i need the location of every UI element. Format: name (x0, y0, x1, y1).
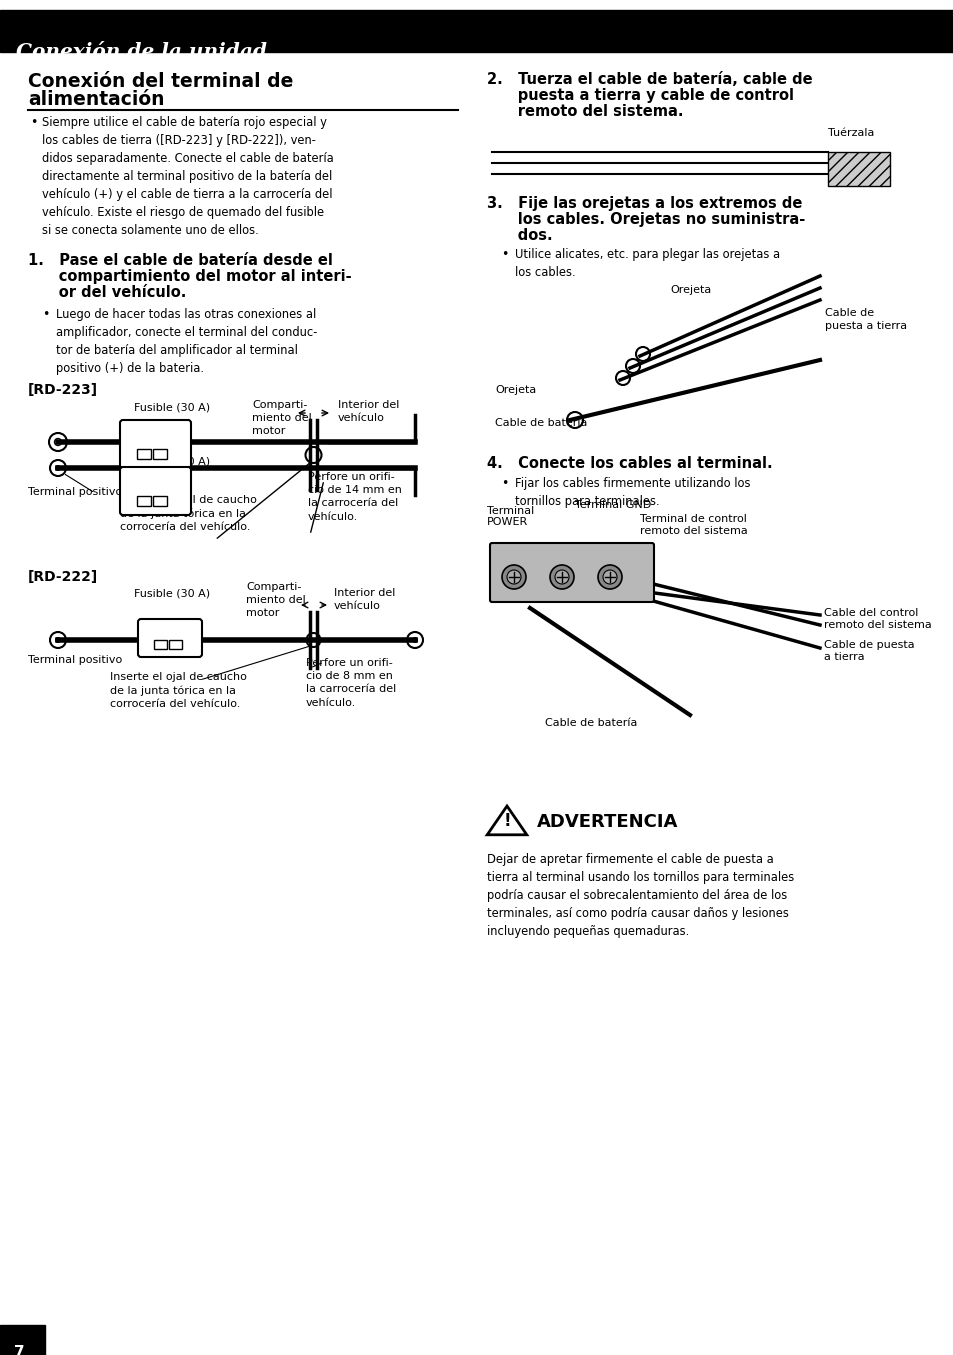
Text: •: • (30, 117, 37, 129)
Text: los cables. Orejetas no suministra-: los cables. Orejetas no suministra- (486, 211, 804, 228)
Text: vehículo: vehículo (337, 413, 384, 423)
Text: Terminal positivo: Terminal positivo (28, 486, 122, 497)
Text: POWER: POWER (486, 518, 528, 527)
Text: Orejeta: Orejeta (495, 385, 536, 396)
Text: Dejar de apretar firmemente el cable de puesta a
tierra al terminal usando los t: Dejar de apretar firmemente el cable de … (486, 854, 794, 938)
Bar (152, 449, 167, 459)
Text: 7: 7 (14, 1346, 25, 1355)
Text: •: • (500, 477, 508, 491)
Text: dos.: dos. (486, 228, 552, 243)
Text: alimentación: alimentación (28, 89, 164, 108)
Text: compartimiento del motor al interi-: compartimiento del motor al interi- (28, 270, 352, 285)
Text: Cable del control: Cable del control (823, 608, 918, 618)
Text: puesta a tierra y cable de control: puesta a tierra y cable de control (486, 88, 793, 103)
Text: [RD-222]: [RD-222] (28, 570, 98, 584)
Text: Cable de puesta: Cable de puesta (823, 640, 914, 650)
Text: 3.   Fije las orejetas a los extremos de: 3. Fije las orejetas a los extremos de (486, 196, 801, 211)
Text: Terminal de control: Terminal de control (639, 514, 746, 524)
Text: Cable de
puesta a tierra: Cable de puesta a tierra (824, 308, 906, 331)
Bar (152, 496, 167, 505)
Circle shape (598, 565, 621, 589)
Text: Comparti-: Comparti- (246, 583, 301, 592)
Circle shape (602, 570, 617, 584)
Text: ADVERTENCIA: ADVERTENCIA (537, 813, 678, 831)
Circle shape (555, 570, 568, 584)
Text: 4.   Conecte los cables al terminal.: 4. Conecte los cables al terminal. (486, 457, 772, 472)
Bar (169, 640, 182, 649)
Text: Inserte el ojal de caucho
de la junta tórica en la
corrocería del vehículo.: Inserte el ojal de caucho de la junta tó… (120, 495, 256, 533)
Text: Interior del: Interior del (337, 400, 399, 411)
Text: Terminal GND: Terminal GND (575, 500, 651, 509)
Text: !: ! (503, 812, 511, 831)
Text: Fusible (30 A): Fusible (30 A) (133, 457, 210, 467)
Text: a tierra: a tierra (823, 652, 863, 663)
Text: Luego de hacer todas las otras conexiones al
amplificador, conecte el terminal d: Luego de hacer todas las otras conexione… (56, 308, 317, 375)
Text: Tuérzala: Tuérzala (827, 127, 874, 138)
Text: Inserte el ojal de caucho
de la junta tórica en la
corrocería del vehículo.: Inserte el ojal de caucho de la junta tó… (110, 672, 247, 709)
Text: Conexión de la unidad: Conexión de la unidad (16, 42, 267, 62)
FancyBboxPatch shape (120, 467, 191, 515)
Text: Terminal positivo: Terminal positivo (28, 654, 122, 665)
Polygon shape (487, 806, 526, 835)
Bar (137, 496, 151, 505)
Text: Fijar los cables firmemente utilizando los
tornillos para terminales.: Fijar los cables firmemente utilizando l… (515, 477, 750, 508)
Text: •: • (42, 308, 50, 321)
Text: Terminal: Terminal (486, 505, 534, 516)
Text: Orejeta: Orejeta (669, 285, 711, 295)
Bar (0, 1325, 45, 1355)
Text: motor: motor (246, 608, 279, 618)
Text: Fusible (30 A): Fusible (30 A) (133, 402, 210, 412)
Bar (0, 9, 953, 51)
Text: remoto del sistema: remoto del sistema (823, 621, 931, 630)
Text: miento del: miento del (246, 595, 305, 604)
Text: remoto del sistema.: remoto del sistema. (486, 104, 682, 119)
Text: Interior del: Interior del (334, 588, 395, 598)
Text: Comparti-: Comparti- (252, 400, 307, 411)
Text: 2.   Tuerza el cable de batería, cable de: 2. Tuerza el cable de batería, cable de (486, 72, 812, 87)
Bar (137, 449, 151, 459)
Text: •: • (500, 248, 508, 262)
Text: Fusible (30 A): Fusible (30 A) (133, 588, 210, 598)
Text: miento del: miento del (252, 413, 312, 423)
Circle shape (55, 465, 61, 472)
Text: Utilice alicates, etc. para plegar las orejetas a
los cables.: Utilice alicates, etc. para plegar las o… (515, 248, 780, 279)
Bar (827, 152, 889, 186)
Text: remoto del sistema: remoto del sistema (639, 526, 747, 537)
Text: motor: motor (252, 425, 285, 436)
Circle shape (550, 565, 574, 589)
Text: Siempre utilice el cable de batería rojo especial y
los cables de tierra ([RD-22: Siempre utilice el cable de batería rojo… (42, 117, 334, 237)
FancyBboxPatch shape (138, 619, 202, 657)
Text: Perfore un orifi-
cio de 14 mm en
la carrocería del
vehículo.: Perfore un orifi- cio de 14 mm en la car… (308, 472, 401, 522)
Circle shape (412, 637, 417, 644)
Bar (153, 640, 167, 649)
Text: 1.   Pase el cable de batería desde el: 1. Pase el cable de batería desde el (28, 253, 333, 268)
FancyBboxPatch shape (490, 543, 654, 602)
Text: or del vehículo.: or del vehículo. (28, 285, 186, 299)
Text: Conexión del terminal de: Conexión del terminal de (28, 72, 294, 91)
Circle shape (55, 637, 61, 644)
Text: Cable de batería: Cable de batería (544, 718, 637, 728)
FancyBboxPatch shape (120, 420, 191, 467)
Text: vehículo: vehículo (334, 602, 380, 611)
Text: Cable de batería: Cable de batería (495, 417, 587, 428)
Circle shape (506, 570, 520, 584)
Circle shape (501, 565, 525, 589)
Text: [RD-223]: [RD-223] (28, 383, 98, 397)
Text: Perfore un orifi-
cio de 8 mm en
la carrocería del
vehículo.: Perfore un orifi- cio de 8 mm en la carr… (306, 659, 395, 707)
